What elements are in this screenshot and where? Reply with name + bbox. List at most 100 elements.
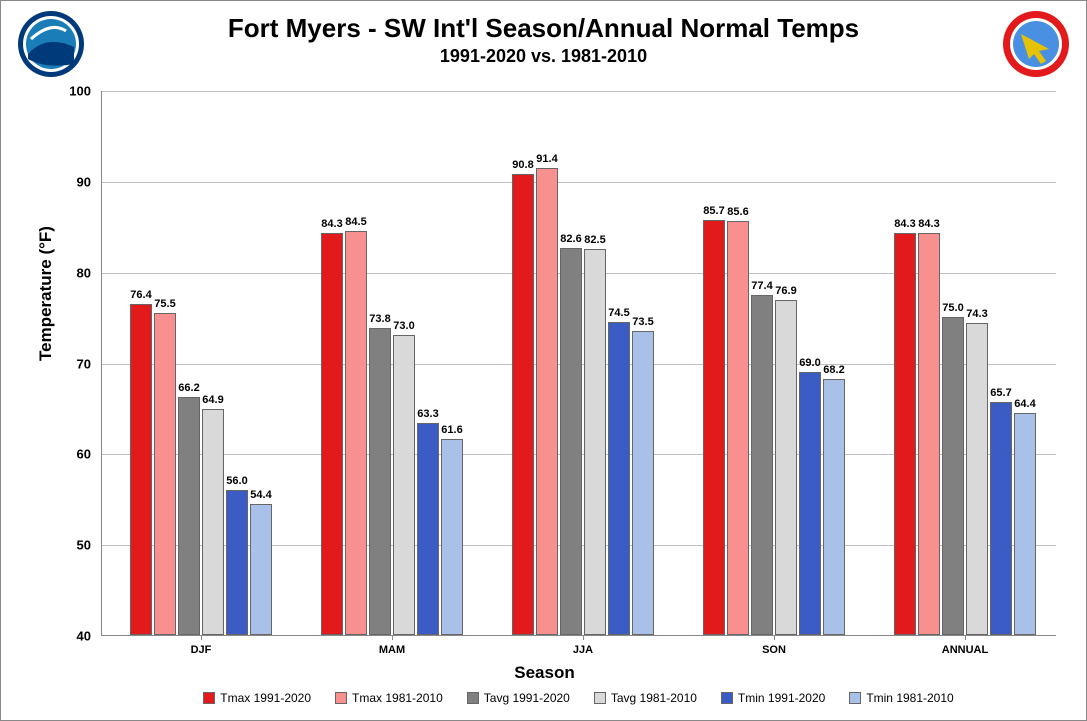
bar-value-label: 90.8 <box>512 159 533 171</box>
bar <box>441 439 463 635</box>
bar <box>775 300 797 635</box>
y-tick-label: 70 <box>51 356 91 371</box>
bar-value-label: 85.6 <box>727 206 748 218</box>
legend-label: Tavg 1981-2010 <box>611 691 697 705</box>
bar-value-label: 64.4 <box>1014 398 1035 410</box>
x-tick-label: MAM <box>379 644 405 656</box>
bar-value-label: 84.5 <box>345 216 366 228</box>
bar-value-label: 75.5 <box>154 298 175 310</box>
x-tick-mark <box>965 635 966 640</box>
bar-value-label: 69.0 <box>799 357 820 369</box>
bar <box>990 402 1012 635</box>
legend-label: Tmax 1991-2020 <box>220 691 311 705</box>
legend-item: Tmin 1981-2010 <box>849 691 953 705</box>
bar-value-label: 73.0 <box>393 320 414 332</box>
bar-value-label: 84.3 <box>918 218 939 230</box>
bar <box>703 220 725 635</box>
y-tick-label: 50 <box>51 538 91 553</box>
legend-item: Tmax 1991-2020 <box>203 691 311 705</box>
x-tick-label: DJF <box>191 644 212 656</box>
bar-value-label: 84.3 <box>894 218 915 230</box>
plot-area: 76.475.566.264.956.054.4DJF84.384.573.87… <box>101 91 1056 636</box>
bar <box>345 231 367 635</box>
bar <box>369 328 391 635</box>
bar-value-label: 74.3 <box>966 308 987 320</box>
bar <box>966 323 988 635</box>
y-tick-label: 40 <box>51 629 91 644</box>
legend-label: Tmin 1981-2010 <box>866 691 953 705</box>
bar <box>632 331 654 635</box>
y-tick-label: 80 <box>51 265 91 280</box>
bar <box>393 335 415 635</box>
bar-value-label: 82.6 <box>560 233 581 245</box>
bar <box>250 504 272 635</box>
y-axis-label: Temperature (°F) <box>36 226 56 361</box>
bar <box>226 490 248 635</box>
bar-value-label: 65.7 <box>990 387 1011 399</box>
bar-value-label: 61.6 <box>441 424 462 436</box>
legend-swatch <box>594 692 606 704</box>
bar <box>321 233 343 635</box>
bar-value-label: 64.9 <box>202 394 223 406</box>
bar-value-label: 66.2 <box>178 382 199 394</box>
bar <box>918 233 940 635</box>
chart-area: 76.475.566.264.956.054.4DJF84.384.573.87… <box>101 91 1056 636</box>
gridline <box>102 91 1056 92</box>
bar <box>560 248 582 635</box>
legend-swatch <box>467 692 479 704</box>
x-axis-label: Season <box>1 663 1087 683</box>
bar <box>202 409 224 635</box>
bar <box>608 322 630 635</box>
x-tick-mark <box>392 635 393 640</box>
bar <box>154 313 176 635</box>
bar <box>942 317 964 635</box>
legend-label: Tavg 1991-2020 <box>484 691 570 705</box>
bar-value-label: 73.5 <box>632 316 653 328</box>
bar <box>894 233 916 635</box>
bar <box>727 221 749 635</box>
x-tick-label: ANNUAL <box>942 644 988 656</box>
legend: Tmax 1991-2020 Tmax 1981-2010 Tavg 1991-20… <box>101 691 1056 707</box>
chart-header: Fort Myers - SW Int'l Season/Annual Norm… <box>1 1 1086 67</box>
bar <box>130 304 152 635</box>
legend-swatch <box>203 692 215 704</box>
bar <box>512 174 534 635</box>
bar <box>1014 413 1036 635</box>
bar-value-label: 54.4 <box>250 489 271 501</box>
legend-label: Tmax 1981-2010 <box>352 691 443 705</box>
bar <box>751 295 773 635</box>
bar-value-label: 76.9 <box>775 285 796 297</box>
gridline <box>102 182 1056 183</box>
bar-value-label: 73.8 <box>369 313 390 325</box>
legend-label: Tmin 1991-2020 <box>738 691 825 705</box>
bar-value-label: 74.5 <box>608 307 629 319</box>
y-tick-label: 100 <box>51 84 91 99</box>
chart-container: Fort Myers - SW Int'l Season/Annual Norm… <box>0 0 1087 721</box>
x-tick-label: SON <box>762 644 786 656</box>
bar-value-label: 84.3 <box>321 218 342 230</box>
y-tick-label: 90 <box>51 174 91 189</box>
chart-title: Fort Myers - SW Int'l Season/Annual Norm… <box>1 13 1086 44</box>
bar-value-label: 68.2 <box>823 364 844 376</box>
legend-swatch <box>721 692 733 704</box>
y-tick-label: 60 <box>51 447 91 462</box>
legend-item: Tavg 1991-2020 <box>467 691 570 705</box>
bar-value-label: 85.7 <box>703 205 724 217</box>
legend-item: Tmax 1981-2010 <box>335 691 443 705</box>
bar-value-label: 75.0 <box>942 302 963 314</box>
bar <box>178 397 200 635</box>
bar-value-label: 63.3 <box>417 408 438 420</box>
bar-value-label: 82.5 <box>584 234 605 246</box>
bar-value-label: 77.4 <box>751 280 772 292</box>
x-tick-label: JJA <box>573 644 593 656</box>
x-tick-mark <box>201 635 202 640</box>
bar <box>417 423 439 635</box>
legend-item: Tmin 1991-2020 <box>721 691 825 705</box>
x-tick-mark <box>583 635 584 640</box>
legend-item: Tavg 1981-2010 <box>594 691 697 705</box>
chart-subtitle: 1991-2020 vs. 1981-2010 <box>1 46 1086 67</box>
legend-swatch <box>335 692 347 704</box>
legend-swatch <box>849 692 861 704</box>
bar <box>799 372 821 635</box>
bar <box>584 249 606 635</box>
